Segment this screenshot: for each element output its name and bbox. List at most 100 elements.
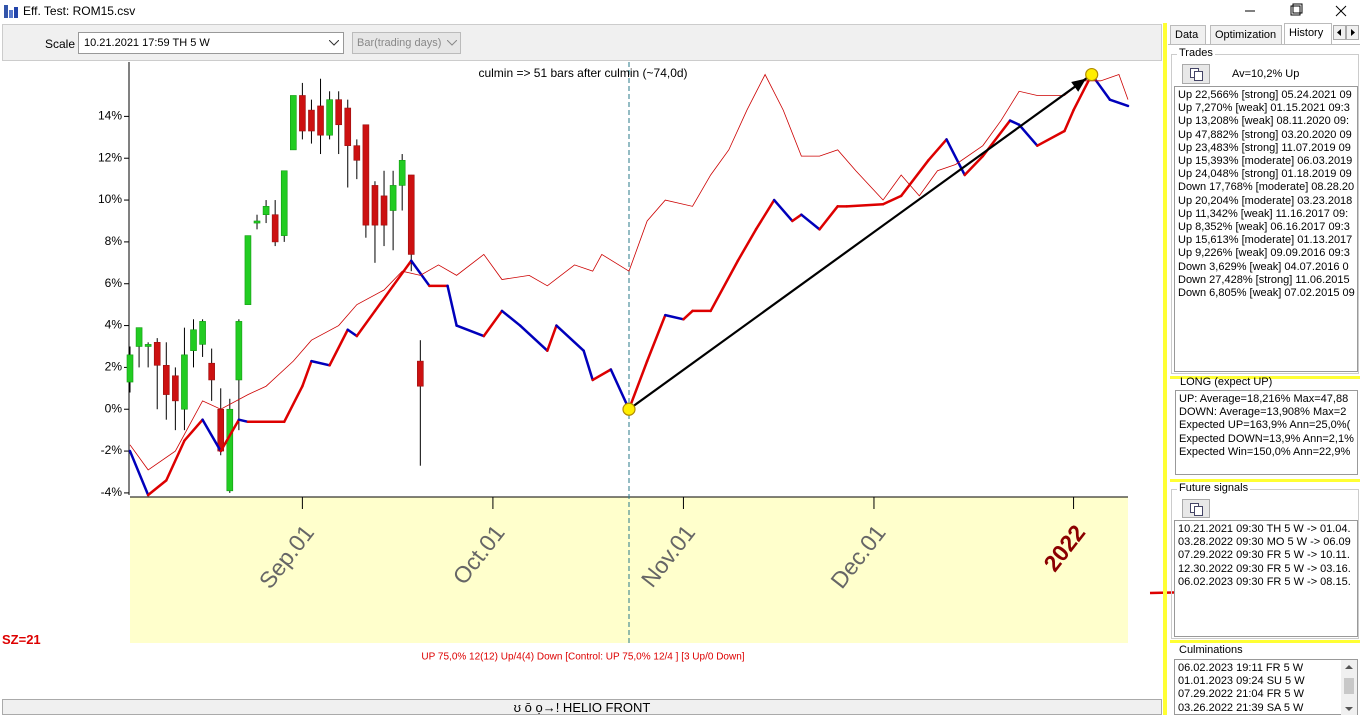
model-line-segment: [791, 213, 803, 223]
model-line-segment: [927, 138, 948, 162]
helio-front-button[interactable]: ʊ ō ọ→! HELIO FRONT: [2, 699, 1162, 715]
stat-row: Expected Win=150,0% Ann=22,9%: [1179, 445, 1351, 458]
model-line-segment: [627, 359, 649, 411]
signal-row: 10.21.2021 09:30 TH 5 W -> 01.04.: [1178, 523, 1351, 535]
signal-row: 07.29.2022 09:30 FR 5 W -> 10.11.: [1178, 549, 1350, 562]
group-title: Future signals: [1177, 482, 1251, 494]
candle-body: [290, 95, 297, 151]
trades-list[interactable]: Up 22,566% [strong] 05.24.2021 09 Up 7,27…: [1174, 86, 1358, 372]
trade-row: Up 22,566% [strong] 05.24.2021 09: [1178, 89, 1352, 101]
mode-combobox[interactable]: Bar(trading days): [352, 32, 461, 54]
culminations-list[interactable]: 06.02.2023 19:11 FR 5 W 01.01.2023 09:24 …: [1174, 659, 1358, 715]
y-tick-label: 14%: [98, 109, 122, 123]
model-line-segment: [555, 324, 585, 352]
trade-row: Up 8,352% [weak] 06.16.2017 09:3: [1178, 221, 1350, 234]
y-tick-label: 6%: [105, 276, 123, 290]
model-line-segment: [446, 284, 458, 327]
candle-body: [308, 109, 315, 132]
tab[interactable]: Data: [1170, 25, 1206, 45]
model-line-segment: [609, 368, 631, 411]
trade-row: Up 23,483% [strong] 11.07.2019 09: [1178, 141, 1351, 154]
culmination-row: 07.29.2022 21:04 FR 5 W: [1178, 688, 1304, 701]
tab[interactable]: History: [1284, 23, 1332, 45]
scrollbar[interactable]: [1341, 660, 1357, 715]
long-stats: UP: Average=18,216% Max=47,88 DOWN: Avera…: [1175, 390, 1358, 475]
future-signals-list[interactable]: 10.21.2021 09:30 TH 5 W -> 01.04. 03.28.2…: [1174, 520, 1358, 637]
candle-body: [380, 195, 388, 226]
splitter[interactable]: [1163, 23, 1167, 715]
model-line-segment: [682, 309, 694, 321]
candle-body: [299, 95, 306, 132]
signal-row: 03.28.2022 09:30 MO 5 W -> 06.09: [1178, 536, 1351, 549]
model-line-segment: [146, 479, 168, 497]
candle-body: [417, 360, 424, 387]
candle-body: [398, 160, 406, 186]
trade-row: Down 3,629% [weak] 04.07.2016 0: [1178, 260, 1349, 273]
copy-icon: [1190, 503, 1203, 516]
stat-row: Expected DOWN=13,9% Ann=2,1%: [1179, 432, 1354, 445]
model-line-segment: [201, 418, 222, 453]
model-line-segment: [346, 328, 359, 338]
model-line-segment: [373, 284, 395, 313]
model-line-segment: [881, 194, 903, 206]
model-line-segment: [754, 198, 776, 231]
candle-body: [407, 174, 415, 255]
annotation: culmin => 51 bars after culmin (~74,0d): [478, 66, 687, 80]
trade-row: Down 17,768% [moderate] 08.28.20: [1178, 181, 1355, 194]
culmination-arrow: [628, 73, 1093, 411]
stat-row: Expected UP=163,9% Ann=25,0%(: [1179, 419, 1351, 432]
tab[interactable]: Optimization: [1210, 25, 1282, 45]
candle-body: [280, 170, 288, 236]
candle-body: [135, 327, 143, 347]
stat-row: DOWN: Average=13,908% Max=2: [1179, 406, 1347, 419]
candle-body: [199, 321, 206, 345]
candle-body: [244, 235, 252, 305]
copy-button[interactable]: [1182, 499, 1210, 518]
trades-summary: Av=10,2% Up: [1232, 68, 1300, 80]
culmination-row: 01.01.2023 09:24 SU 5 W: [1178, 675, 1305, 688]
culmination-row: 06.02.2023 19:11 FR 5 W: [1178, 662, 1304, 674]
trade-row: Down 27,428% [strong] 11.06.2015: [1178, 273, 1350, 286]
copy-icon: [1190, 68, 1203, 81]
culmination-marker: [1085, 67, 1099, 82]
model-line-segment: [582, 349, 594, 382]
history-pane: [1168, 44, 1360, 715]
model-line-segment: [963, 154, 985, 177]
sz-label: SZ=21: [2, 632, 41, 647]
signal-row: 06.02.2023 09:30 FR 5 W -> 08.15.: [1178, 575, 1351, 588]
model-line-segment: [664, 313, 685, 321]
copy-button[interactable]: [1182, 64, 1210, 84]
arrow-head: [1071, 78, 1087, 92]
dropdown-arrow: [447, 40, 457, 46]
tab-scroll[interactable]: [1333, 25, 1360, 41]
model-line-segment: [845, 202, 885, 208]
culmination-row: 03.26.2022 21:39 SA 5 W: [1178, 701, 1304, 714]
group-title: LONG (expect UP): [1180, 376, 1273, 388]
trade-row: Down 6,805% [weak] 07.02.2015 09: [1178, 287, 1355, 300]
model-line-segment: [1036, 129, 1066, 147]
trades-group: [1171, 54, 1359, 374]
model-line-segment: [1008, 119, 1021, 127]
trade-row: Up 9,226% [weak] 09.09.2016 09:3: [1178, 247, 1350, 260]
candle-body: [326, 99, 333, 136]
culmination-marker: [622, 402, 636, 416]
model-line-segment: [310, 359, 331, 367]
candle-body: [262, 206, 270, 216]
trade-row: Up 47,882% [strong] 03.20.2020 09: [1178, 128, 1352, 141]
signal-row: 12.30.2022 09:30 FR 5 W -> 03.16.: [1178, 562, 1351, 575]
y-tick-label: 4%: [105, 318, 123, 332]
model-line-segment: [355, 309, 377, 338]
model-line-segment: [391, 259, 413, 288]
trade-row: Up 15,393% [moderate] 06.03.2019: [1178, 155, 1353, 168]
candle-body: [253, 220, 261, 224]
candle-body: [162, 365, 170, 395]
separator: [1170, 479, 1360, 482]
candle-body: [226, 408, 234, 492]
scale-combobox[interactable]: 10.21.2021 17:59 TH 5 W: [78, 32, 344, 54]
model-line-segment: [1108, 98, 1130, 108]
model-line-segment: [165, 439, 186, 482]
trade-row: Up 15,613% [moderate] 01.13.2017: [1178, 234, 1353, 247]
window-controls[interactable]: [1230, 0, 1360, 23]
